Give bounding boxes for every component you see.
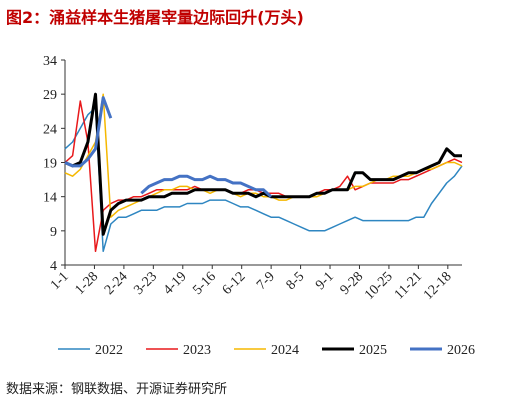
y-tick-label: 29 [43,88,57,103]
series-line [64,107,463,253]
y-tick-label: 14 [43,191,57,206]
x-tick-label: 4-19 [161,269,190,298]
y-tick-label: 34 [43,54,57,69]
y-tick-label: 24 [43,122,57,137]
chart-title: 图2：涌益样本生猪屠宰量边际回升(万头) [6,8,304,27]
x-tick-label: 12-18 [421,269,455,303]
y-tick-label: 19 [43,157,57,172]
y-tick-label: 9 [50,225,57,240]
x-tick-label: 7-9 [254,269,278,293]
x-tick-label: 8-5 [284,269,308,293]
x-tick-label: 1-28 [73,269,102,298]
x-tick-label: 10-25 [362,269,396,303]
x-tick-label: 5-16 [190,269,219,298]
x-tick-label: 11-21 [392,269,425,302]
legend-label: 2022 [95,343,123,358]
legend-label: 2023 [183,343,211,358]
x-tick-label: 2-24 [102,269,131,298]
legend-label: 2026 [447,343,475,358]
series-line [64,92,462,236]
series-line [64,96,273,198]
x-tick-label: 9-1 [313,269,337,293]
legend-label: 2025 [359,343,387,358]
legend-label: 2024 [271,343,299,358]
source-note: 数据来源：钢联数据、开源证券研究所 [6,382,228,397]
y-tick-label: 4 [50,259,57,274]
series-line [64,93,463,218]
x-tick-label: 3-23 [131,269,160,298]
x-tick-label: 6-12 [220,269,249,298]
